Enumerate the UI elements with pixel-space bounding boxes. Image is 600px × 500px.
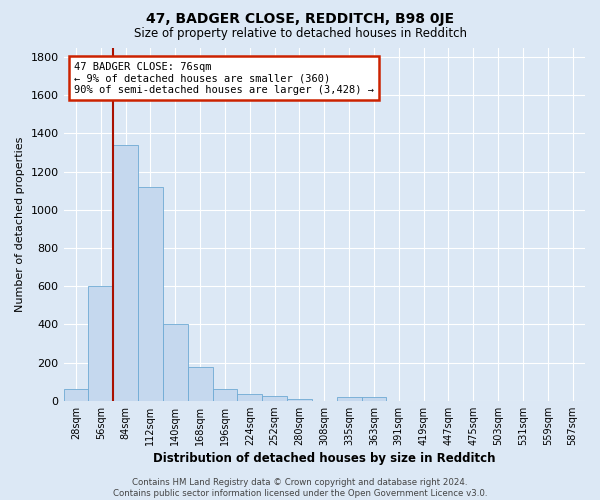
Text: 47 BADGER CLOSE: 76sqm
← 9% of detached houses are smaller (360)
90% of semi-det: 47 BADGER CLOSE: 76sqm ← 9% of detached … bbox=[74, 62, 374, 95]
Text: Size of property relative to detached houses in Redditch: Size of property relative to detached ho… bbox=[133, 28, 467, 40]
Bar bbox=[113, 145, 138, 401]
Y-axis label: Number of detached properties: Number of detached properties bbox=[15, 136, 25, 312]
Text: 47, BADGER CLOSE, REDDITCH, B98 0JE: 47, BADGER CLOSE, REDDITCH, B98 0JE bbox=[146, 12, 454, 26]
Bar bbox=[212, 389, 238, 400]
X-axis label: Distribution of detached houses by size in Redditch: Distribution of detached houses by size … bbox=[153, 452, 496, 465]
Bar bbox=[138, 187, 163, 400]
Bar bbox=[362, 397, 386, 400]
Bar bbox=[163, 324, 188, 400]
Bar bbox=[88, 286, 113, 401]
Bar bbox=[262, 396, 287, 400]
Bar bbox=[188, 368, 212, 400]
Bar bbox=[337, 397, 362, 400]
Bar bbox=[64, 389, 88, 400]
Bar bbox=[238, 394, 262, 400]
Text: Contains HM Land Registry data © Crown copyright and database right 2024.
Contai: Contains HM Land Registry data © Crown c… bbox=[113, 478, 487, 498]
Bar bbox=[287, 399, 312, 400]
